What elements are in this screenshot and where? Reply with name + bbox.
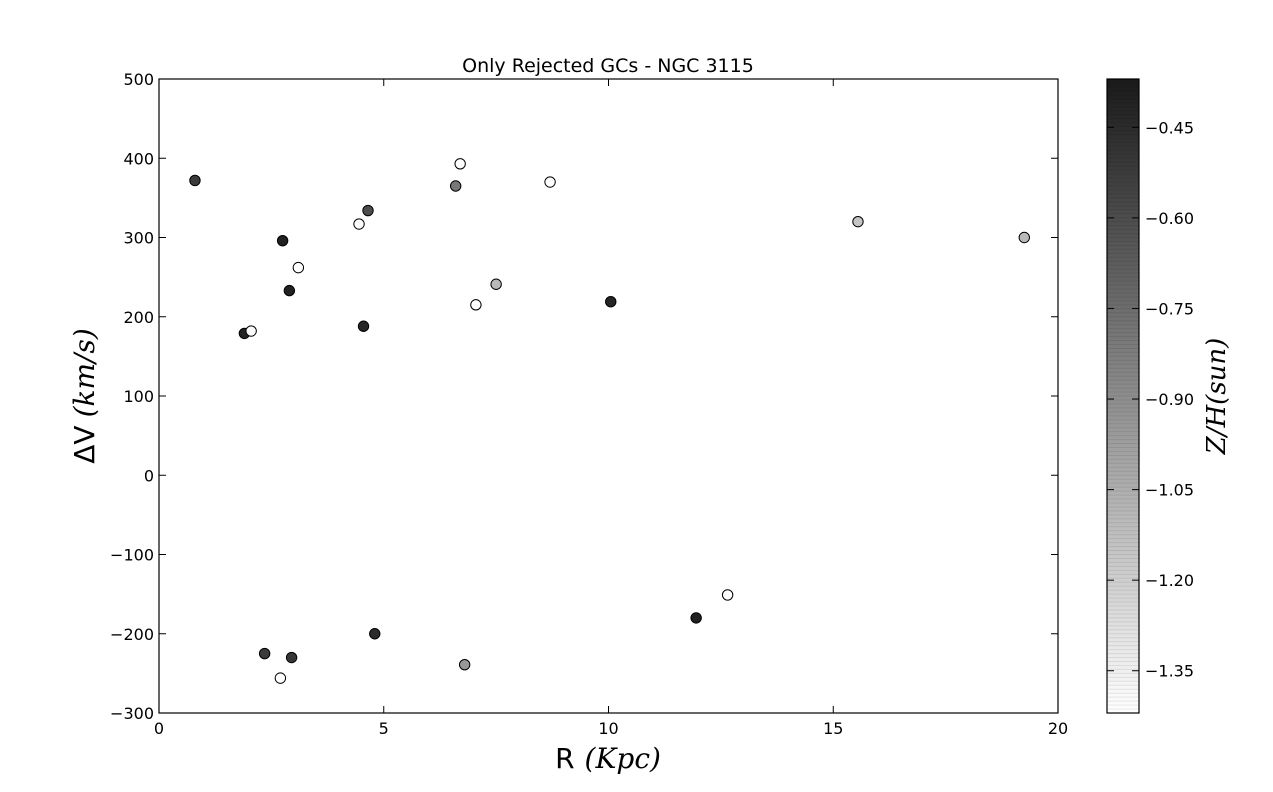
colorbar-tick-label: −1.20 xyxy=(1145,571,1194,590)
data-point xyxy=(470,299,482,311)
y-tick-label: 500 xyxy=(123,70,154,89)
y-tick-label: 300 xyxy=(123,229,154,248)
x-axis-label: R (Kpc) xyxy=(555,742,661,775)
plot-area xyxy=(158,78,1059,714)
y-tick-label: 200 xyxy=(123,308,154,327)
data-point xyxy=(690,612,702,624)
colorbar-tick-label: −0.75 xyxy=(1145,299,1194,318)
data-point xyxy=(852,215,864,228)
colorbar-tick-label: −1.05 xyxy=(1145,481,1194,500)
data-point xyxy=(721,589,734,601)
x-tick-label: 10 xyxy=(598,719,618,738)
colorbar-gradient xyxy=(1107,79,1139,713)
data-point xyxy=(544,176,556,188)
x-tick-label: 20 xyxy=(1048,719,1068,738)
data-point xyxy=(605,295,617,308)
colorbar-tick-label: −0.45 xyxy=(1145,118,1194,137)
data-point xyxy=(189,174,201,187)
data-point xyxy=(369,628,381,640)
y-tick-label: 100 xyxy=(123,387,154,406)
colorbar-frame xyxy=(1106,78,1140,714)
colorbar-tick-label: −0.60 xyxy=(1145,209,1194,228)
data-point xyxy=(1018,231,1030,244)
x-axis-label-main: R xyxy=(555,742,574,775)
data-point xyxy=(353,218,365,230)
data-point xyxy=(362,204,374,217)
data-point xyxy=(258,647,271,660)
x-tick-label: 15 xyxy=(823,719,843,738)
data-point xyxy=(283,284,296,297)
colorbar-bands xyxy=(1107,82,1139,710)
colorbar-ticks: −0.45 −0.60 −0.75 −0.90 −1.05 −1.20 −1.35 xyxy=(1107,118,1194,681)
y-tick-label: 400 xyxy=(123,149,154,168)
data-point xyxy=(276,234,289,247)
data-point xyxy=(245,325,257,337)
data-point xyxy=(490,278,502,290)
data-point xyxy=(454,158,466,170)
data-point xyxy=(274,672,287,684)
chart-title: Only Rejected GCs - NGC 3115 xyxy=(462,55,754,77)
y-tick-label: −300 xyxy=(110,704,154,723)
colorbar: −0.45 −0.60 −0.75 −0.90 −1.05 −1.20 −1.35 Z/H(… xyxy=(1106,78,1232,714)
y-axis: −300 −200 −100 0 100 200 300 400 500 xyxy=(110,70,1058,723)
data-point xyxy=(449,180,462,192)
x-axis: 0 5 10 15 20 xyxy=(154,79,1068,738)
data-point xyxy=(292,261,305,274)
plot-frame xyxy=(158,78,1059,714)
data-point xyxy=(458,658,471,671)
y-tick-label: −200 xyxy=(110,625,154,644)
x-axis-label-unit: (Kpc) xyxy=(585,742,661,775)
y-axis-label-unit: (km/s) xyxy=(68,328,101,417)
colorbar-tick-label: −0.90 xyxy=(1145,390,1194,409)
y-axis-label: ΔV (km/s) xyxy=(68,328,101,463)
colorbar-label: Z/H(sun) xyxy=(1202,338,1232,456)
y-tick-label: −100 xyxy=(110,546,154,565)
data-points xyxy=(189,158,1030,684)
x-tick-label: 0 xyxy=(154,719,164,738)
colorbar-tick-label: −1.35 xyxy=(1145,662,1194,681)
y-tick-label: 0 xyxy=(144,466,154,485)
x-tick-label: 5 xyxy=(379,719,389,738)
data-point xyxy=(357,320,370,332)
y-axis-label-main: ΔV xyxy=(68,425,101,463)
data-point xyxy=(285,651,298,664)
